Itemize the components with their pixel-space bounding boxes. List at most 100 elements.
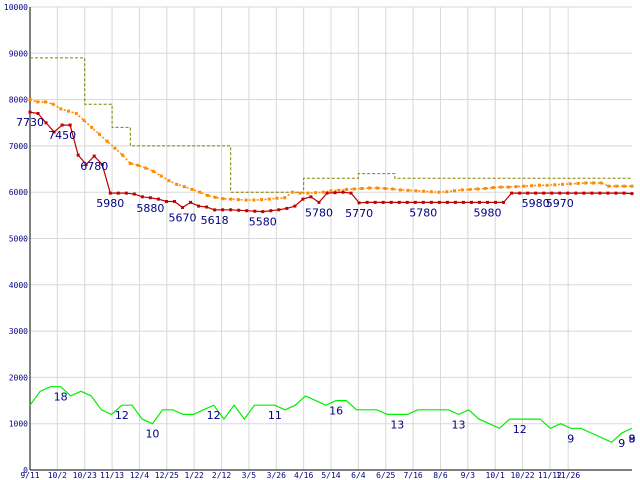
series-marker-1 [182,185,186,189]
series-marker-2 [36,111,40,115]
series-marker-1 [599,181,603,185]
series-marker-2 [486,200,490,204]
series-marker-1 [360,186,364,190]
x-tick-label: 9/3 [461,471,476,480]
y-tick-label: 10000 [4,3,28,12]
series-marker-2 [317,200,321,204]
x-tick-label: 7/16 [403,471,422,480]
series-marker-2 [397,200,401,204]
series-marker-1 [144,166,148,170]
series-marker-1 [136,163,140,167]
series-marker-2 [100,162,104,166]
data-label: 18 [54,391,68,404]
series-marker-2 [437,200,441,204]
series-marker-2 [357,201,361,205]
series-marker-2 [140,195,144,199]
series-marker-2 [502,200,506,204]
x-tick-label: 12/25 [155,471,179,480]
series-marker-2 [229,208,233,212]
series-marker-2 [558,191,562,195]
series-marker-1 [290,190,294,194]
series-marker-2 [534,191,538,195]
x-tick-label: 8/6 [433,471,448,480]
series-marker-1 [221,197,225,201]
data-label: 5618 [201,214,229,227]
series-marker-1 [275,196,279,200]
series-marker-1 [59,107,63,111]
data-label: 12 [513,423,527,436]
series-marker-2 [237,208,241,212]
series-marker-2 [293,204,297,208]
series-marker-1 [398,188,402,192]
data-label: 7450 [48,129,76,142]
chart-axes [29,7,632,471]
series-marker-1 [507,185,511,189]
series-marker-2 [269,209,273,213]
series-marker-2 [389,200,393,204]
series-marker-1 [82,118,86,122]
x-tick-label: 3/26 [267,471,286,480]
series-marker-1 [352,187,356,191]
data-label: 6780 [80,160,108,173]
series-marker-1 [391,187,395,191]
series-marker-1 [607,184,611,188]
series-marker-1 [105,139,109,143]
series-marker-2 [477,200,481,204]
x-tick-label: 3/5 [242,471,257,480]
series-marker-1 [260,198,264,202]
x-tick-label: 11/13 [100,471,124,480]
series-marker-1 [314,191,318,195]
data-label: 11 [268,409,282,422]
series-marker-1 [445,190,449,194]
series-marker-1 [476,187,480,191]
y-axis-ticks: 0 1000 2000 3000 4000 5000 6000 7000 8000 9000 100… [4,3,28,475]
x-tick-label: 5/14 [321,471,340,480]
x-tick-label: 11/12 [538,471,562,480]
series-marker-1 [267,197,271,201]
series-marker-1 [422,189,426,193]
series-marker-2 [301,197,305,201]
x-tick-label: 6/25 [376,471,395,480]
data-label: 5980 [522,197,550,210]
series-marker-2 [510,191,514,195]
series-marker-2 [197,204,201,208]
series-marker-1 [151,169,155,173]
series-marker-2 [333,191,337,195]
series-marker-1 [159,174,163,178]
series-marker-2 [405,200,409,204]
series-marker-1 [337,188,341,192]
x-tick-label: 4/16 [294,471,313,480]
series-marker-2 [172,199,176,203]
series-marker-2 [349,191,353,195]
series-marker-1 [591,181,595,185]
data-label: 5780 [409,206,437,219]
series-marker-1 [213,195,217,199]
series-marker-2 [148,196,152,200]
x-tick-label: 10/1 [486,471,505,480]
series-marker-1 [568,182,572,186]
series-marker-1 [344,187,348,191]
series-line-2 [29,111,633,213]
series-marker-1 [190,187,194,191]
series-marker-1 [630,184,634,188]
x-axis-ticks: 9/11 10/2 10/23 11/13 12/4 12/25 1/22 2/12 3/5 3/… [20,471,580,480]
series-marker-2 [205,205,209,209]
series-marker-1 [175,182,179,186]
series-marker-2 [622,191,626,195]
data-label: 9 [567,432,574,445]
series-marker-2 [550,191,554,195]
series-marker-2 [453,200,457,204]
series-marker-2 [164,199,168,203]
series-marker-2 [132,192,136,196]
series-marker-2 [381,200,385,204]
data-label: 9 [629,432,636,445]
data-label: 5580 [249,216,277,229]
x-tick-label: 9/11 [20,471,39,480]
data-label: 10 [145,428,159,441]
series-marker-1 [43,100,47,104]
data-label: 16 [329,405,343,418]
x-tick-label: 10/23 [73,471,97,480]
series-marker-2 [221,208,225,212]
series-marker-2 [156,197,160,201]
series-marker-1 [491,186,495,190]
